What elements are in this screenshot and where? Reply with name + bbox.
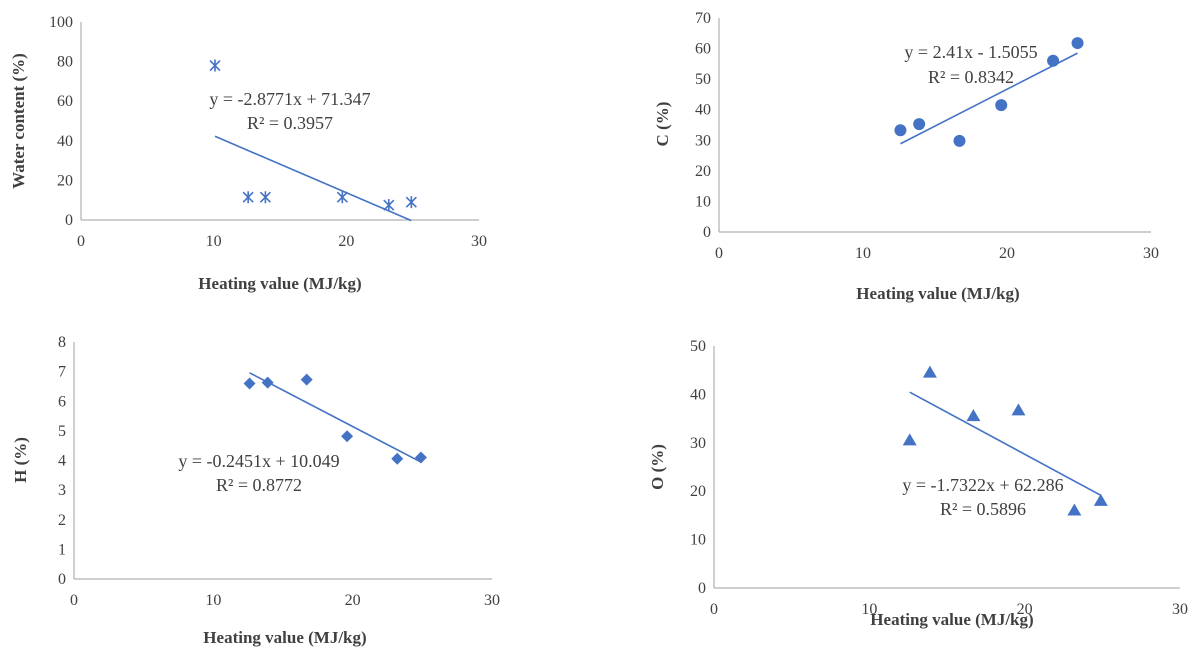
data-point xyxy=(966,409,981,422)
data-point xyxy=(383,199,395,212)
x-tick-label: 30 xyxy=(484,592,500,609)
y-tick-label: 0 xyxy=(703,224,711,241)
data-point xyxy=(405,196,417,209)
data-point xyxy=(259,191,271,204)
y-tick-label: 20 xyxy=(695,163,711,180)
data-point xyxy=(922,365,937,378)
y-tick-label: 80 xyxy=(57,54,73,71)
data-point xyxy=(1067,503,1082,516)
trendline-equation: y = 2.41x - 1.5055 xyxy=(904,42,1037,62)
y-tick-label: 30 xyxy=(690,435,706,452)
data-point xyxy=(913,118,926,131)
data-point xyxy=(902,433,917,446)
y-tick-label: 70 xyxy=(695,10,711,27)
chart-panel-2: 0 10 20 30 0 10 20 30 40 50 60 70 Heating value (MJ/… xyxy=(653,10,1159,303)
y-tick-label: 8 xyxy=(58,334,66,351)
x-tick-label: 10 xyxy=(855,245,871,262)
data-point xyxy=(995,99,1008,112)
x-tick-label: 10 xyxy=(205,592,221,609)
data-point xyxy=(1093,493,1108,506)
y-axis-title: H (%) xyxy=(11,437,30,483)
y-tick-label: 7 xyxy=(58,364,66,381)
data-point xyxy=(953,134,966,147)
data-point xyxy=(391,452,404,465)
y-tick-label: 50 xyxy=(695,71,711,88)
data-point xyxy=(300,373,313,386)
y-tick-label: 10 xyxy=(695,193,711,210)
trendline xyxy=(214,135,412,222)
y-tick-label: 50 xyxy=(690,338,706,355)
y-tick-label: 20 xyxy=(690,483,706,500)
r-squared-label: R² = 0.8342 xyxy=(928,67,1014,87)
y-tick-label: 100 xyxy=(49,14,73,31)
data-point xyxy=(341,430,354,443)
data-point xyxy=(894,124,907,137)
x-tick-label: 0 xyxy=(710,601,718,618)
trendline-equation: y = -1.7322x + 62.286 xyxy=(902,475,1063,495)
trendline-equation: y = -2.8771x + 71.347 xyxy=(209,89,370,109)
x-tick-label: 10 xyxy=(206,233,222,250)
x-tick-label: 20 xyxy=(1017,601,1033,618)
data-point xyxy=(1011,403,1026,416)
y-tick-label: 60 xyxy=(57,93,73,110)
data-point xyxy=(336,191,348,204)
x-tick-label: 30 xyxy=(1143,245,1159,262)
chart-panel-3: 0 10 20 30 0 1 2 3 4 5 6 7 8 Heating value (MJ/kg) H (… xyxy=(11,334,500,647)
x-axis-title: Heating value (MJ/kg) xyxy=(203,628,366,647)
y-tick-label: 6 xyxy=(58,393,66,410)
chart-panel-1: 0 10 20 30 0 20 40 60 80 100 Heating value (MJ/kg)… xyxy=(9,14,487,293)
x-tick-label: 0 xyxy=(77,233,85,250)
y-tick-label: 20 xyxy=(57,172,73,189)
data-point xyxy=(243,377,256,390)
y-tick-label: 40 xyxy=(57,133,73,150)
data-point xyxy=(242,191,254,204)
y-tick-label: 5 xyxy=(58,423,66,440)
y-tick-label: 40 xyxy=(690,386,706,403)
r-squared-label: R² = 0.5896 xyxy=(940,499,1026,519)
data-point xyxy=(209,59,221,72)
y-axis-title: O (%) xyxy=(648,444,667,490)
y-tick-label: 60 xyxy=(695,41,711,58)
chart-panel-4: 0 10 20 30 0 10 20 30 40 50 Heating value (MJ/kg) O… xyxy=(648,338,1188,629)
y-tick-label: 2 xyxy=(58,512,66,529)
x-tick-label: 0 xyxy=(70,592,78,609)
y-tick-label: 0 xyxy=(698,580,706,597)
x-axis-title: Heating value (MJ/kg) xyxy=(856,284,1019,303)
x-tick-label: 20 xyxy=(345,592,361,609)
x-axis-title: Heating value (MJ/kg) xyxy=(870,610,1033,629)
y-tick-label: 1 xyxy=(58,541,66,558)
data-point xyxy=(414,451,427,464)
data-point xyxy=(1047,54,1060,67)
x-tick-label: 20 xyxy=(338,233,354,250)
data-point xyxy=(261,376,274,389)
y-axis-title: Water content (%) xyxy=(9,53,28,189)
y-axis-title: C (%) xyxy=(653,102,672,147)
y-tick-label: 40 xyxy=(695,102,711,119)
y-tick-label: 10 xyxy=(690,532,706,549)
trendline-equation: y = -0.2451x + 10.049 xyxy=(178,451,339,471)
trendline xyxy=(249,372,422,463)
y-tick-label: 4 xyxy=(58,453,66,470)
y-tick-label: 0 xyxy=(58,571,66,588)
y-tick-label: 0 xyxy=(65,212,73,229)
trendline xyxy=(900,52,1078,145)
r-squared-label: R² = 0.8772 xyxy=(216,475,302,495)
x-tick-label: 20 xyxy=(999,245,1015,262)
trendline xyxy=(909,391,1102,496)
r-squared-label: R² = 0.3957 xyxy=(247,113,333,133)
x-axis-title: Heating value (MJ/kg) xyxy=(198,274,361,293)
x-tick-label: 10 xyxy=(861,601,877,618)
y-tick-label: 30 xyxy=(695,132,711,149)
data-point xyxy=(1071,37,1084,50)
x-tick-label: 30 xyxy=(471,233,487,250)
y-tick-label: 3 xyxy=(58,482,66,499)
x-tick-label: 0 xyxy=(715,245,723,262)
x-tick-label: 30 xyxy=(1172,601,1188,618)
